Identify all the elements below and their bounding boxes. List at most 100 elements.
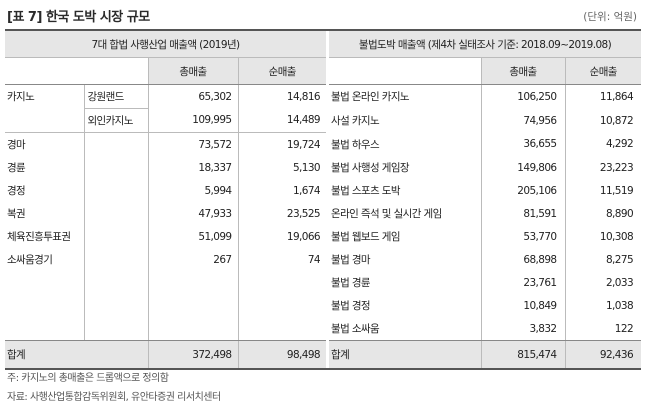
- right-row-name: 불법 사행성 게임장: [331, 162, 410, 174]
- left-row-sub: 외인카지노: [83, 108, 149, 133]
- left-row-sub: [83, 271, 149, 294]
- left-row-name: 카지노: [7, 91, 35, 104]
- table-row: 불법 소싸움 3,832 122: [5, 317, 642, 341]
- footnote: 주: 카지노의 총매출은 드롭액으로 정의함: [7, 373, 169, 384]
- right-row-net: 11,864: [564, 84, 642, 109]
- left-row-sub: 강원랜드: [83, 84, 149, 109]
- right-row-total: 68,898: [480, 248, 566, 271]
- right-row-name: 불법 온라인 카지노: [331, 91, 410, 104]
- right-row-net: 23,223: [564, 156, 642, 179]
- right-section-header: 불법도박 매출액 (제4차 실태조사 기준: 2018.09~2019.08): [329, 31, 642, 58]
- left-row-sub: [83, 179, 149, 202]
- right-row-net: 8,890: [564, 202, 642, 225]
- right-row-net: 10,308: [564, 225, 642, 248]
- right-row-net: 4,292: [564, 132, 642, 156]
- left-row-net: 19,066: [286, 230, 321, 243]
- right-row-net: 1,038: [564, 294, 642, 317]
- column-gap: [326, 317, 330, 341]
- table-row: 불법 경정 10,849 1,038: [5, 294, 642, 317]
- left-section-header: 7대 합법 사행산업 매출액 (2019년): [5, 31, 327, 58]
- column-gap: [326, 225, 330, 248]
- left-row-name: 경륜: [7, 162, 26, 174]
- right-row-net: 8,275: [564, 248, 642, 271]
- table-row: 경륜 18,337 5,130 불법 사행성 게임장 149,806 23,223: [5, 156, 642, 179]
- left-row-sub: [83, 248, 149, 271]
- header-row-1: 7대 합법 사행산업 매출액 (2019년) 불법도박 매출액 (제4차 실태조…: [5, 31, 642, 58]
- right-total-value: 815,474: [480, 340, 566, 370]
- left-row-name: 경마: [7, 139, 26, 151]
- left-row-name: [5, 317, 84, 341]
- table-row: 외인카지노 109,995 14,489 사설 카지노 74,956 10,872: [5, 108, 642, 133]
- right-row-name: 온라인 즉석 및 실시간 게임: [331, 208, 442, 220]
- right-total-label: 합계: [329, 340, 482, 370]
- left-row-sub: [83, 132, 149, 156]
- left-row-total: 51,099: [148, 225, 239, 248]
- left-row-net: 74: [307, 253, 321, 266]
- left-row-sub: [83, 202, 149, 225]
- left-total-value: 372,498: [148, 340, 239, 370]
- left-row-total: 5,994: [148, 179, 239, 202]
- left-col-total-header: 총매출: [148, 57, 239, 85]
- right-row-name: 불법 경마: [331, 254, 371, 266]
- right-row-total: 74,956: [480, 108, 566, 133]
- left-row-sub: [83, 156, 149, 179]
- table-title: [표 7] 한국 도박 시장 규모: [7, 10, 150, 25]
- right-row-net: 10,872: [564, 108, 642, 133]
- right-row-name: 불법 하우스: [331, 138, 380, 151]
- right-row-name: 불법 웹보드 게임: [331, 231, 401, 243]
- right-row-name: 불법 경륜: [331, 277, 371, 289]
- table-row: 소싸움경기 267 74 불법 경마 68,898 8,275: [5, 248, 642, 271]
- left-row-name: 복권: [7, 208, 26, 220]
- right-row-name: 불법 스포츠 도박: [331, 185, 401, 197]
- table-row: 경마 73,572 19,724 불법 하우스 36,655 4,292: [5, 132, 642, 156]
- right-row-total: 3,832: [480, 317, 566, 341]
- left-row-total: 109,995: [148, 108, 239, 133]
- left-row-sub: [83, 317, 149, 341]
- header-row-2: 총매출 순매출 총매출 순매출: [5, 57, 642, 85]
- unit-label: (단위: 억원): [583, 11, 637, 23]
- table-row: 복권 47,933 23,525 온라인 즉석 및 실시간 게임 81,591 8,890: [5, 202, 642, 225]
- left-row-name: 경정: [7, 185, 26, 197]
- right-row-total: 53,770: [480, 225, 566, 248]
- right-col-net-header: 순매출: [564, 57, 642, 85]
- left-row-net: 14,816: [286, 90, 321, 103]
- right-row-name: 사설 카지노: [331, 115, 380, 127]
- left-row-net: [238, 317, 327, 341]
- left-total-net: 98,498: [238, 340, 327, 370]
- source-note: 자료: 사행산업통합감독위원회, 유안타증권 리서치센터: [7, 392, 221, 403]
- table-row: 체육진흥투표권 51,099 19,066 불법 웹보드 게임 53,770 10,308: [5, 225, 642, 248]
- table-row: 경정 5,994 1,674 불법 스포츠 도박 205,106 11,519: [5, 179, 642, 202]
- left-row-name: 소싸움경기: [7, 254, 53, 266]
- left-row-total: 18,337: [148, 156, 239, 179]
- gambling-market-table: 7대 합법 사행산업 매출액 (2019년) 불법도박 매출액 (제4차 실태조…: [5, 31, 642, 370]
- right-row-net: 122: [564, 317, 642, 341]
- left-row-total: 267: [148, 248, 239, 271]
- left-row-name: [5, 108, 84, 133]
- left-col-net-header: 순매출: [238, 57, 327, 85]
- column-gap: [326, 248, 330, 271]
- left-row-total: 73,572: [148, 132, 239, 156]
- column-gap: [326, 108, 330, 133]
- column-gap: [326, 132, 330, 156]
- left-row-total: 47,933: [148, 202, 239, 225]
- right-row-net: 2,033: [564, 271, 642, 294]
- left-row-sub: [83, 294, 149, 317]
- left-row-net: [238, 294, 326, 317]
- left-row-total: [148, 317, 239, 341]
- column-gap: [326, 156, 330, 179]
- column-gap: [326, 202, 330, 225]
- table-row: 카지노 강원랜드 65,302 14,816 불법 온라인 카지노 106,250 11,8…: [5, 84, 642, 109]
- column-gap: [326, 294, 330, 317]
- column-gap: [326, 271, 330, 294]
- right-row-name: 불법 경정: [331, 300, 371, 312]
- left-row-total: [148, 271, 239, 294]
- right-row-total: 106,250: [480, 84, 566, 109]
- right-row-total: 81,591: [480, 202, 566, 225]
- right-row-total: 149,806: [480, 156, 566, 179]
- right-row-name: 불법 소싸움: [329, 317, 482, 341]
- right-row-total: 36,655: [480, 132, 566, 156]
- right-total-net: 92,436: [564, 340, 642, 370]
- right-row-total: 205,106: [480, 179, 566, 202]
- left-row-sub: [83, 225, 149, 248]
- column-gap: [326, 179, 330, 202]
